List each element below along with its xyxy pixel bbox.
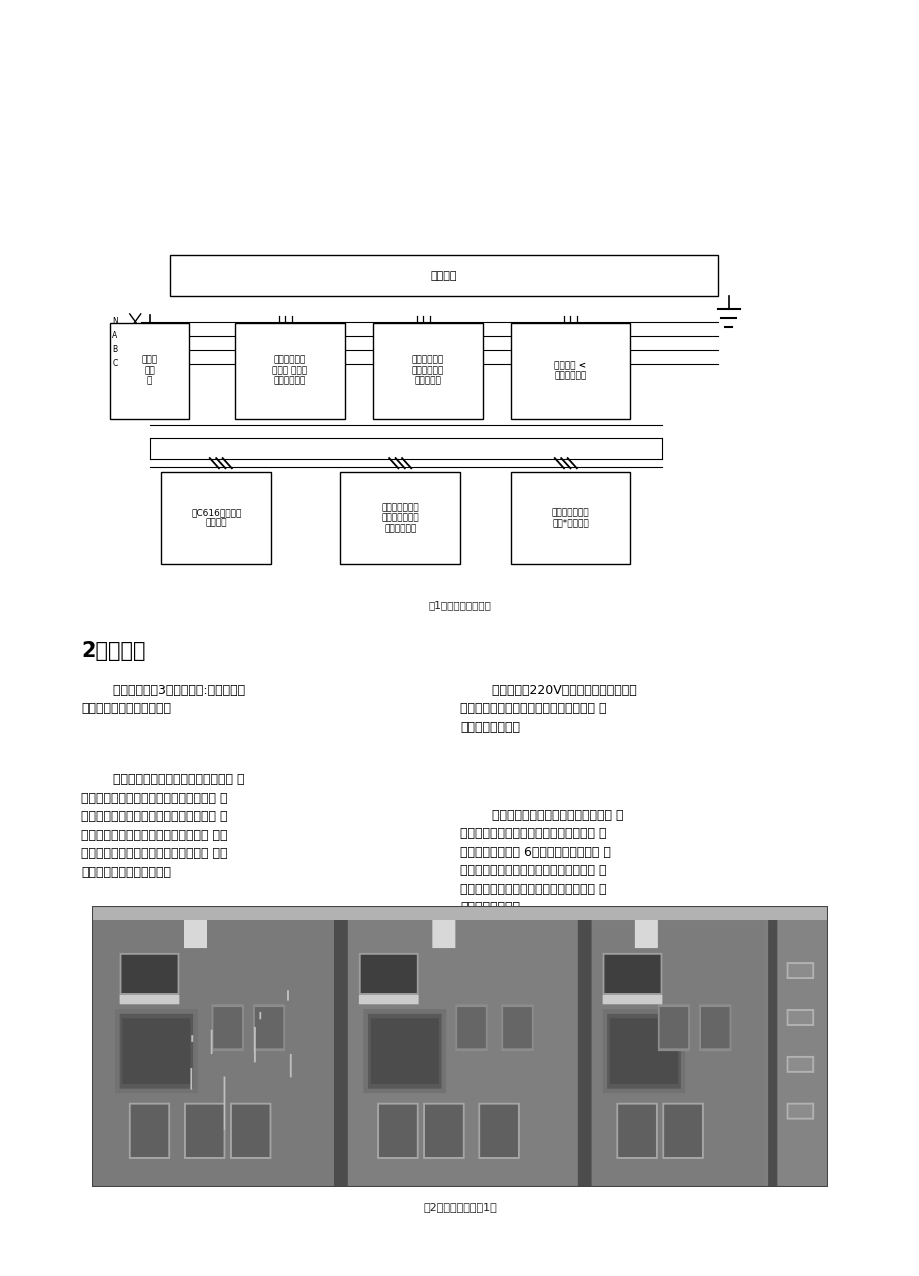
FancyBboxPatch shape [170, 255, 717, 296]
Text: 功能展示单元根据线路实现情况的难 易
、低压电器市场供货的具体情况和线路的 典
型性，最终确定了 6个电气控制线路。各 个
功能展示块分别独立安装，为便于维护检: 功能展示单元根据线路实现情况的难 易 、低压电器市场供货的具体情况和线路的 典 … [460, 809, 623, 915]
FancyBboxPatch shape [372, 323, 482, 419]
Text: 王相交渝电动机
自动快速再泡动
电气控制线路: 王相交渝电动机 自动快速再泡动 电气控制线路 [381, 503, 418, 533]
FancyBboxPatch shape [510, 472, 630, 564]
Text: 展示柜共分为3个单元部分:配电单元、
照明单元与功能展示单元。: 展示柜共分为3个单元部分:配电单元、 照明单元与功能展示单元。 [81, 684, 244, 716]
FancyBboxPatch shape [110, 323, 188, 419]
Text: B: B [112, 345, 118, 355]
Text: 仿C616卧式车床
电气控制: 仿C616卧式车床 电气控制 [191, 508, 241, 528]
Text: 照明系统: 照明系统 [430, 271, 457, 281]
Text: N: N [112, 316, 118, 327]
FancyBboxPatch shape [161, 472, 271, 564]
Text: 三台电泣枳成序
校争*电气矩路: 三台电泣枳成序 校争*电气矩路 [551, 508, 588, 528]
FancyBboxPatch shape [510, 323, 630, 419]
Text: 电源开
关测
护: 电源开 关测 护 [142, 356, 157, 385]
Text: 行藏控制 <
循循环住复控: 行藏控制 < 循循环住复控 [553, 361, 586, 380]
Text: C: C [112, 359, 118, 369]
FancyBboxPatch shape [340, 472, 460, 564]
FancyBboxPatch shape [234, 323, 345, 419]
Text: A: A [112, 330, 118, 341]
Text: 配电单元采用按钮一交流接触器等低 压
电器控制，具有短路保护、断电保护、电 源
工作状态指示等功能。在电源输出端并联 多
个三相四极插头向典型控制电路展示区 供: 配电单元采用按钮一交流接触器等低 压 电器控制，具有短路保护、断电保护、电 源 … [81, 773, 244, 879]
Text: 2总体设计: 2总体设计 [81, 641, 145, 661]
Text: 图1展示柜功能布局图: 图1展示柜功能布局图 [428, 600, 491, 610]
Text: 图2电气控制展示柜1区: 图2电气控制展示柜1区 [423, 1202, 496, 1212]
Text: 三相交渝电动
机间歇逐行电
气控制线路: 三相交渝电动 机间歇逐行电 气控制线路 [411, 356, 444, 385]
Text: 三相笼无异步
申两机 至三佰
例动校制节造: 三相笼无异步 申两机 至三佰 例动校制节造 [272, 356, 307, 385]
Text: 照明单元为220V荧光灯加开关控制，可
以根据室内灯光决定是否需要照明。控制 电
路简单、易操作。: 照明单元为220V荧光灯加开关控制，可 以根据室内灯光决定是否需要照明。控制 电… [460, 684, 636, 734]
